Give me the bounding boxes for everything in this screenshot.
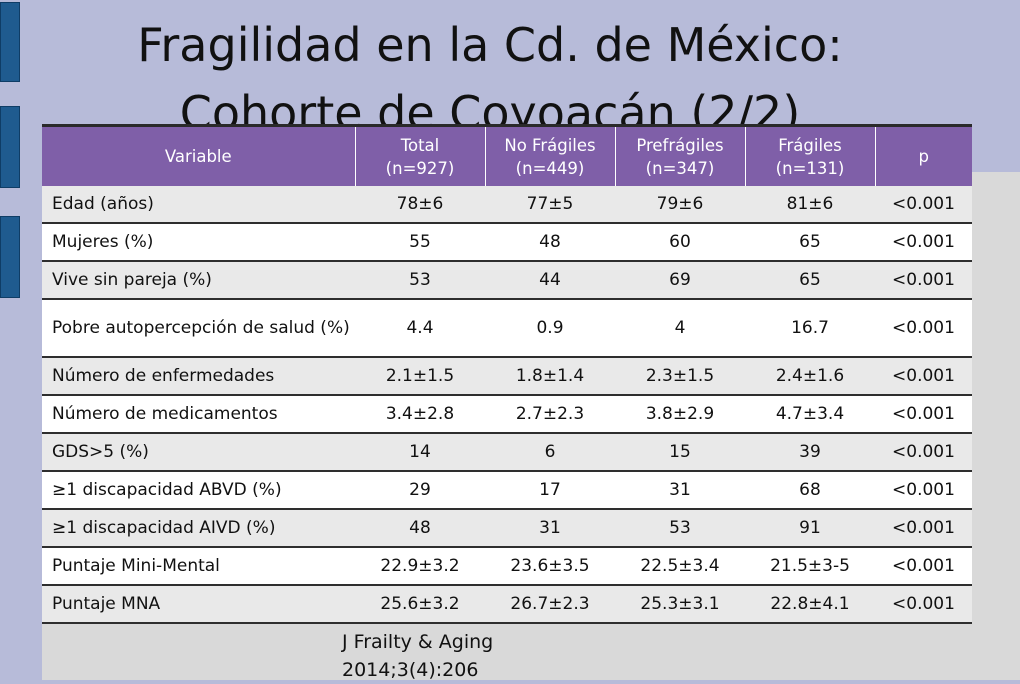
cell-prefragiles: 53 <box>615 509 745 548</box>
cell-fragiles: 81±6 <box>745 186 875 224</box>
frailty-table-container: Variable Total (n=927) No Frágiles (n=449)… <box>42 124 972 624</box>
cell-no-fragiles: 2.7±2.3 <box>485 395 615 434</box>
header-no-fragiles: No Frágiles (n=449) <box>484 124 615 186</box>
cell-variable: ≥1 discapacidad ABVD (%) <box>42 471 355 510</box>
cell-p: <0.001 <box>875 223 972 262</box>
cell-prefragiles: 4 <box>615 299 745 358</box>
cell-p: <0.001 <box>875 471 972 510</box>
cell-p: <0.001 <box>875 186 972 224</box>
table-row: Mujeres (%) 55 48 60 65 <0.001 <box>42 223 972 262</box>
cell-variable: Mujeres (%) <box>42 223 355 262</box>
cell-p: <0.001 <box>875 299 972 358</box>
cell-fragiles: 91 <box>745 509 875 548</box>
header-total: Total (n=927) <box>354 124 485 186</box>
cell-variable: Puntaje MNA <box>42 585 355 624</box>
table-header-row: Variable Total (n=927) No Frágiles (n=449)… <box>42 124 972 186</box>
cell-fragiles: 65 <box>745 261 875 300</box>
cell-total: 29 <box>355 471 485 510</box>
cell-fragiles: 22.8±4.1 <box>745 585 875 624</box>
cell-fragiles: 65 <box>745 223 875 262</box>
cell-prefragiles: 25.3±3.1 <box>615 585 745 624</box>
cell-fragiles: 4.7±3.4 <box>745 395 875 434</box>
citation-volume: 2014;3(4):206 <box>342 659 479 681</box>
header-p: p <box>874 124 972 186</box>
cell-prefragiles: 15 <box>615 433 745 472</box>
table-row: ≥1 discapacidad ABVD (%) 29 17 31 68 <0.001 <box>42 471 972 510</box>
cell-variable: GDS>5 (%) <box>42 433 355 472</box>
cell-prefragiles: 22.5±3.4 <box>615 547 745 586</box>
cell-p: <0.001 <box>875 395 972 434</box>
table-row: Edad (años) 78±6 77±5 79±6 81±6 <0.001 <box>42 186 972 224</box>
cell-total: 25.6±3.2 <box>355 585 485 624</box>
cell-variable: Edad (años) <box>42 186 355 224</box>
cell-variable: Puntaje Mini-Mental <box>42 547 355 586</box>
cell-total: 4.4 <box>355 299 485 358</box>
table-row: Número de enfermedades 2.1±1.5 1.8±1.4 2.3±… <box>42 357 972 396</box>
cell-prefragiles: 2.3±1.5 <box>615 357 745 396</box>
cell-no-fragiles: 0.9 <box>485 299 615 358</box>
cell-no-fragiles: 6 <box>485 433 615 472</box>
citation-journal: J Frailty & Aging <box>342 631 494 653</box>
cell-total: 55 <box>355 223 485 262</box>
cell-no-fragiles: 17 <box>485 471 615 510</box>
cell-no-fragiles: 23.6±3.5 <box>485 547 615 586</box>
cell-variable: Número de medicamentos <box>42 395 355 434</box>
cell-variable: Vive sin pareja (%) <box>42 261 355 300</box>
cell-total: 14 <box>355 433 485 472</box>
side-decoration-tab <box>0 216 20 298</box>
side-decoration-tab <box>0 106 20 188</box>
table-row: Pobre autopercepción de salud (%) 4.4 0.9 4… <box>42 299 972 358</box>
cell-p: <0.001 <box>875 433 972 472</box>
cell-prefragiles: 31 <box>615 471 745 510</box>
side-decoration-tab <box>0 2 20 82</box>
cell-total: 22.9±3.2 <box>355 547 485 586</box>
table-row: Vive sin pareja (%) 53 44 69 65 <0.001 <box>42 261 972 300</box>
header-prefragiles: Prefrágiles (n=347) <box>614 124 745 186</box>
cell-p: <0.001 <box>875 261 972 300</box>
table-row: Puntaje Mini-Mental 22.9±3.2 23.6±3.5 22.5±… <box>42 547 972 586</box>
table-row: Puntaje MNA 25.6±3.2 26.7±2.3 25.3±3.1 22.8±… <box>42 585 972 624</box>
cell-fragiles: 2.4±1.6 <box>745 357 875 396</box>
cell-no-fragiles: 48 <box>485 223 615 262</box>
cell-no-fragiles: 26.7±2.3 <box>485 585 615 624</box>
cell-total: 2.1±1.5 <box>355 357 485 396</box>
header-fragiles: Frágiles (n=131) <box>744 124 875 186</box>
cell-p: <0.001 <box>875 509 972 548</box>
citation: J Frailty & Aging 2014;3(4):206 <box>342 628 562 684</box>
cell-variable: ≥1 discapacidad AIVD (%) <box>42 509 355 548</box>
cell-no-fragiles: 44 <box>485 261 615 300</box>
cell-fragiles: 39 <box>745 433 875 472</box>
cell-variable: Pobre autopercepción de salud (%) <box>42 299 355 358</box>
cell-p: <0.001 <box>875 357 972 396</box>
table-row: Número de medicamentos 3.4±2.8 2.7±2.3 3.8±… <box>42 395 972 434</box>
cell-no-fragiles: 31 <box>485 509 615 548</box>
cell-total: 3.4±2.8 <box>355 395 485 434</box>
cell-p: <0.001 <box>875 585 972 624</box>
cell-total: 48 <box>355 509 485 548</box>
cell-no-fragiles: 1.8±1.4 <box>485 357 615 396</box>
frailty-table: Variable Total (n=927) No Frágiles (n=449)… <box>42 124 972 624</box>
cell-no-fragiles: 77±5 <box>485 186 615 224</box>
cell-prefragiles: 79±6 <box>615 186 745 224</box>
cell-prefragiles: 69 <box>615 261 745 300</box>
table-row: GDS>5 (%) 14 6 15 39 <0.001 <box>42 433 972 472</box>
header-variable: Variable <box>42 124 355 186</box>
cell-fragiles: 68 <box>745 471 875 510</box>
cell-total: 53 <box>355 261 485 300</box>
cell-variable: Número de enfermedades <box>42 357 355 396</box>
cell-total: 78±6 <box>355 186 485 224</box>
cell-fragiles: 21.5±3-5 <box>745 547 875 586</box>
slide-title-line1: Fragilidad en la Cd. de México: <box>137 18 843 72</box>
cell-prefragiles: 60 <box>615 223 745 262</box>
table-row: ≥1 discapacidad AIVD (%) 48 31 53 91 <0.001 <box>42 509 972 548</box>
cell-fragiles: 16.7 <box>745 299 875 358</box>
cell-p: <0.001 <box>875 547 972 586</box>
cell-prefragiles: 3.8±2.9 <box>615 395 745 434</box>
